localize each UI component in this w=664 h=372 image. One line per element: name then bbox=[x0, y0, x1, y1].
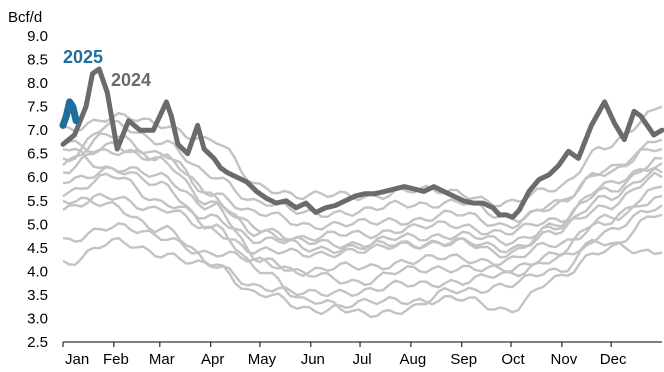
x-tick-label: Oct bbox=[501, 351, 525, 368]
history-series-line bbox=[62, 147, 663, 319]
y-tick-label: 2.5 bbox=[27, 334, 48, 351]
x-tick-label: Feb bbox=[103, 351, 129, 368]
history-series-line bbox=[62, 185, 663, 278]
history-series-line bbox=[62, 105, 663, 208]
y-axis: 9.0 8.5 8.0 7.5 7.0 6.5 6.0 5.5 5.0 4.5 4.0 3.5 3.0 2… bbox=[27, 28, 48, 351]
history-series-line bbox=[62, 196, 663, 316]
y-tick-label: 3.5 bbox=[27, 287, 48, 304]
x-tick-label: Dec bbox=[600, 351, 627, 368]
y-tick-label: 6.5 bbox=[27, 146, 48, 163]
y-tick-label: 4.5 bbox=[27, 240, 48, 257]
y-tick-label: 9.0 bbox=[27, 28, 48, 45]
y-tick-label: 8.0 bbox=[27, 75, 48, 92]
history-series-line bbox=[62, 119, 663, 224]
y-tick-label: 3.0 bbox=[27, 310, 48, 327]
y-tick-label: 8.5 bbox=[27, 52, 48, 69]
x-tick-label: Aug bbox=[400, 351, 427, 368]
y-axis-unit-label: Bcf/d bbox=[8, 9, 42, 26]
x-tick-label: Sep bbox=[450, 351, 477, 368]
x-tick-label: Apr bbox=[201, 351, 224, 368]
history-series-line bbox=[62, 132, 663, 255]
series-label-2025: 2025 bbox=[63, 47, 103, 67]
y-tick-label: 5.0 bbox=[27, 216, 48, 233]
x-tick-label: May bbox=[248, 351, 277, 368]
history-series-line bbox=[62, 171, 663, 259]
highlight-lines bbox=[59, 66, 664, 220]
x-tick-label: Nov bbox=[551, 351, 578, 368]
x-tick-label: Jan bbox=[65, 351, 89, 368]
history-lines bbox=[62, 105, 663, 319]
x-tick-label: Mar bbox=[149, 351, 175, 368]
y-tick-label: 7.0 bbox=[27, 122, 48, 139]
series-2025-line bbox=[59, 98, 80, 129]
x-axis: Jan Feb Mar Apr May Jun Jul Aug Sep Oct Nov Dec bbox=[62, 342, 627, 368]
history-series-line bbox=[62, 139, 663, 286]
y-tick-label: 7.5 bbox=[27, 99, 48, 116]
x-tick-label: Jul bbox=[352, 351, 371, 368]
y-tick-label: 6.0 bbox=[27, 169, 48, 186]
y-tick-label: 5.5 bbox=[27, 193, 48, 210]
x-tick-label: Jun bbox=[301, 351, 325, 368]
history-series-line bbox=[62, 156, 663, 250]
y-tick-label: 4.0 bbox=[27, 263, 48, 280]
series-label-2024: 2024 bbox=[111, 70, 151, 90]
history-series-line bbox=[62, 162, 663, 242]
history-series-line bbox=[62, 236, 663, 298]
series-2024-line bbox=[60, 66, 664, 220]
history-series-line bbox=[62, 141, 663, 231]
